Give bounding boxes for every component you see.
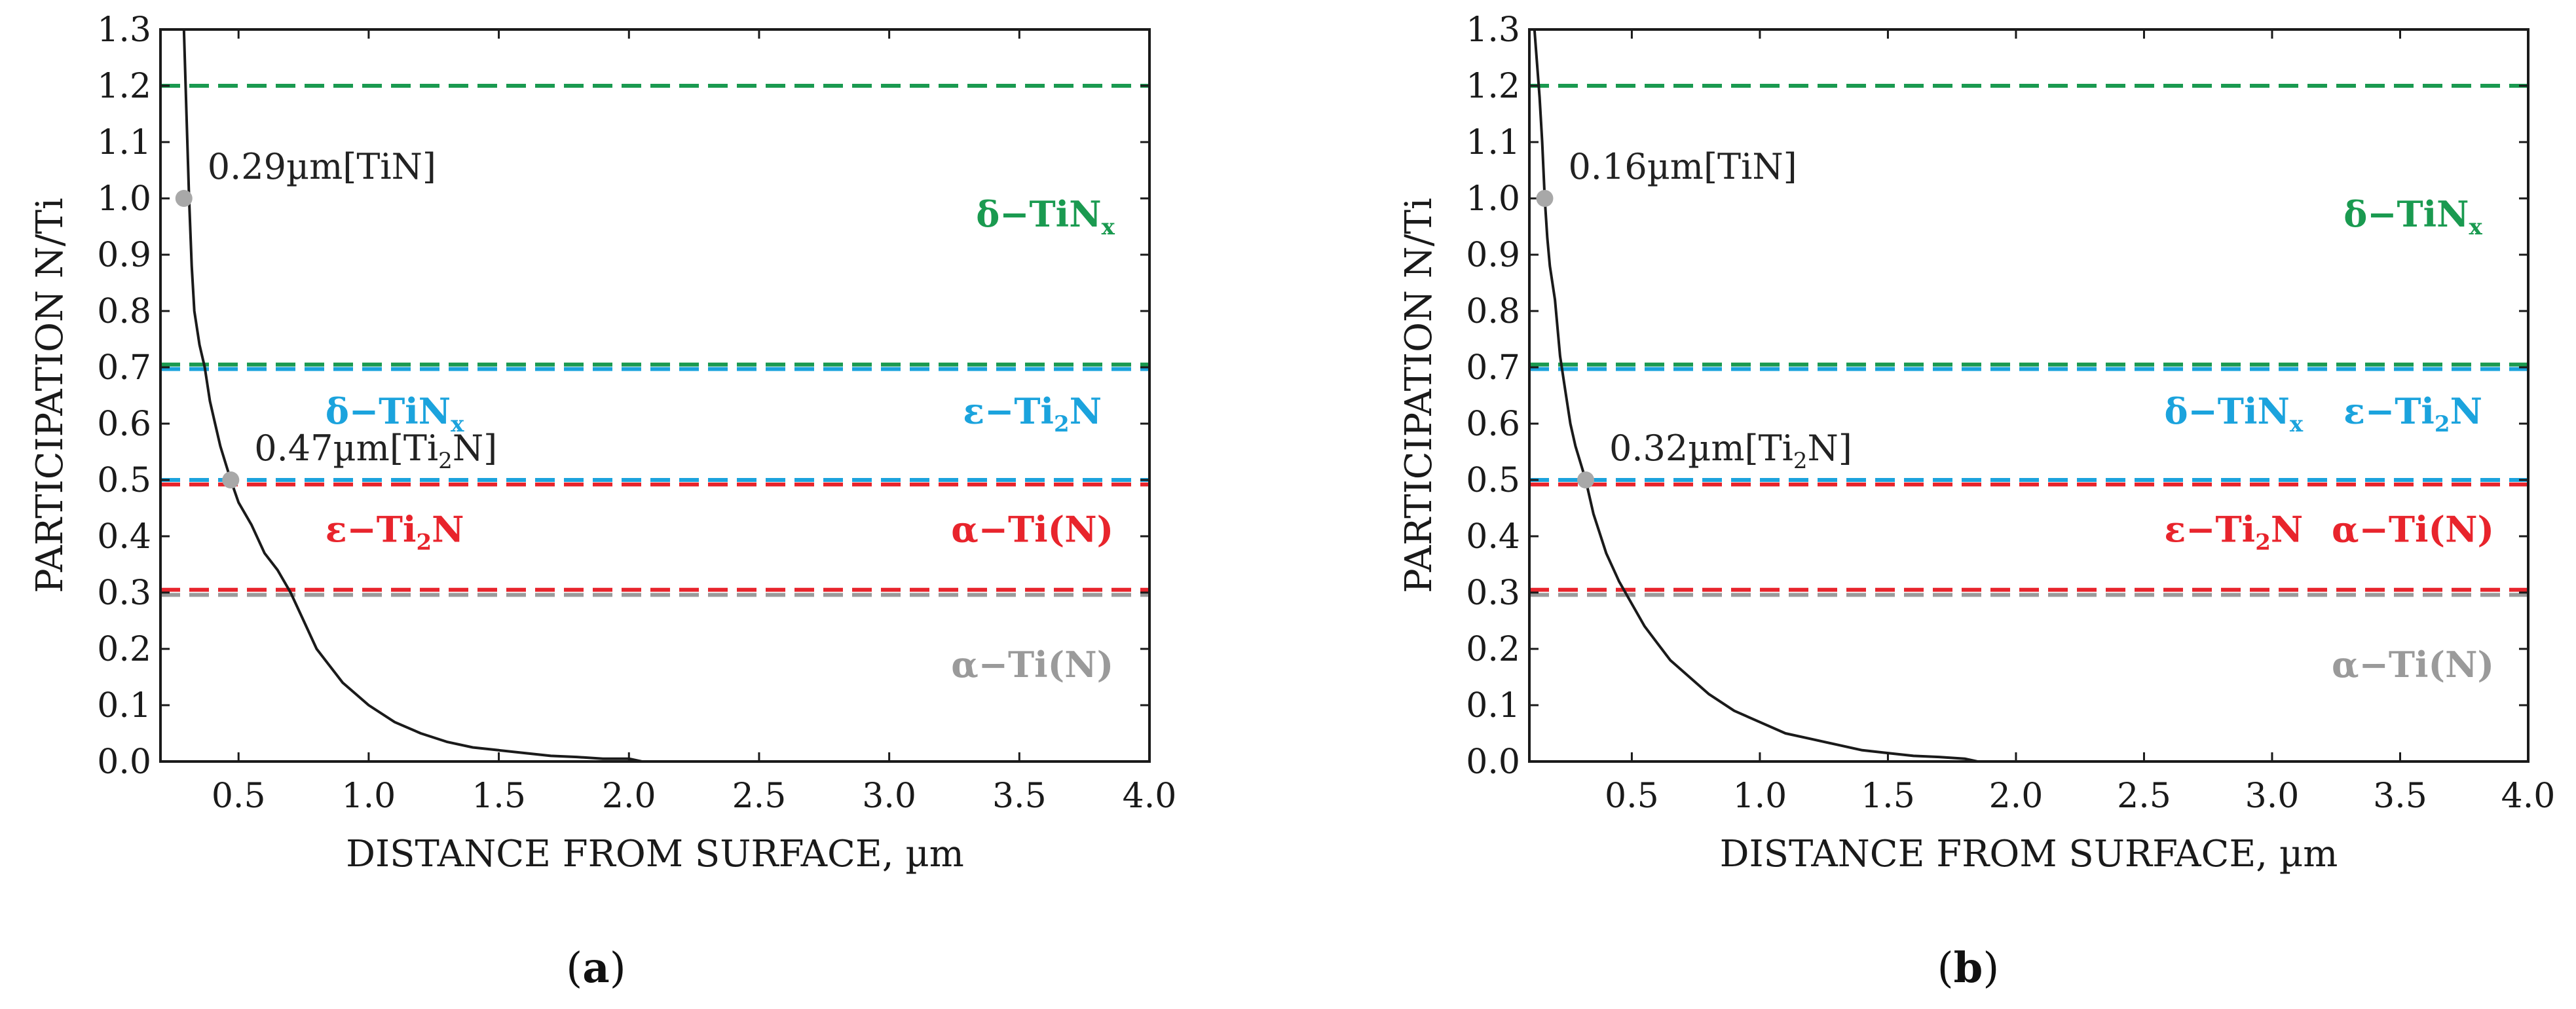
x-tick-label: 1.5 [1861, 777, 1915, 816]
profile-line [182, 29, 643, 763]
x-tick-label: 2.5 [2117, 777, 2171, 816]
y-tick-label: 1.3 [97, 10, 151, 50]
threshold-marker [1577, 471, 1595, 488]
phase-label-cyan: ε−Ti2N [963, 390, 1102, 437]
x-axis-label: DISTANCE FROM SURFACE, µm [346, 833, 964, 875]
y-tick-label: 0.7 [97, 348, 151, 388]
x-tick-label: 3.5 [992, 777, 1047, 816]
x-tick-label: 3.5 [2373, 777, 2427, 816]
threshold-marker [1536, 190, 1554, 207]
y-tick-label: 0.6 [97, 405, 151, 444]
y-tick-label: 0.0 [97, 743, 151, 782]
x-tick-label: 2.5 [732, 777, 787, 816]
y-tick-label: 0.0 [1466, 743, 1520, 782]
phase-label-cyan: ε−Ti2N [2343, 390, 2482, 437]
y-tick-label: 1.2 [1466, 67, 1520, 106]
x-tick-label: 0.5 [1605, 777, 1659, 816]
y-tick-label: 0.3 [97, 574, 151, 613]
plot-frame [159, 28, 1151, 763]
y-tick-label: 0.5 [1466, 461, 1520, 500]
phase-label-gray: α−Ti(N) [2332, 644, 2494, 686]
y-tick-label: 1.0 [1466, 179, 1520, 219]
y-tick-label: 1.0 [97, 179, 151, 219]
y-tick-label: 0.3 [1466, 574, 1520, 613]
threshold-marker [175, 190, 193, 207]
y-tick-label: 1.1 [1466, 123, 1520, 162]
x-tick-label: 1.0 [1733, 777, 1787, 816]
panel-b: 0.0 0.1 0.2 0.3 0.4 0.5 0.6 0.7 0.8 0.9 1.0 1.1 1.2 1… [1398, 10, 2555, 993]
phase-label-green: δ−TiNx [2343, 193, 2482, 240]
profile-line [1533, 29, 1978, 763]
y-tick-label: 1.1 [97, 123, 151, 162]
x-tick-label: 2.0 [1989, 777, 2044, 816]
threshold-marker [222, 471, 240, 488]
y-tick-label: 1.3 [1466, 10, 1520, 50]
y-tick-label: 1.2 [97, 67, 151, 106]
panel-a: 0.0 0.1 0.2 0.3 0.4 0.5 0.6 0.7 0.8 0.9 1.0 1.1 1.2 1… [29, 10, 1176, 993]
x-tick-label: 3.0 [2245, 777, 2300, 816]
x-tick-label: 1.5 [472, 777, 526, 816]
phase-label-green: δ−TiNx [976, 193, 1115, 240]
y-tick-label: 0.4 [1466, 517, 1520, 557]
phase-label-red: ε−Ti2N [326, 509, 464, 556]
panel-label: (b) [1937, 944, 2000, 993]
phase-label-red: ε−Ti2N [2164, 509, 2303, 556]
threshold-annotation: 0.29µm[TiN] [208, 146, 436, 187]
y-tick-label: 0.8 [1466, 292, 1520, 331]
x-tick-label: 4.0 [1123, 777, 1177, 816]
y-tick-label: 0.1 [1466, 686, 1520, 725]
phase-label-red: α−Ti(N) [2332, 509, 2494, 551]
x-tick-label: 1.0 [342, 777, 396, 816]
threshold-annotation: 0.47µm[Ti2N] [254, 428, 497, 474]
x-tick-label: 3.0 [862, 777, 916, 816]
y-tick-label: 0.9 [97, 236, 151, 275]
phase-label-gray: α−Ti(N) [951, 644, 1113, 686]
threshold-annotation: 0.16µm[TiN] [1568, 146, 1797, 187]
y-tick-label: 0.2 [97, 630, 151, 669]
y-tick-label: 0.9 [1466, 236, 1520, 275]
threshold-annotation: 0.32µm[Ti2N] [1609, 428, 1852, 474]
x-tick-label: 4.0 [2501, 777, 2556, 816]
x-axis-label: DISTANCE FROM SURFACE, µm [1720, 833, 2338, 875]
phase-label-cyan: δ−TiNx [326, 390, 464, 437]
y-tick-label: 0.2 [1466, 630, 1520, 669]
y-tick-label: 0.8 [97, 292, 151, 331]
y-tick-label: 0.4 [97, 517, 151, 557]
y-axis-label: PARTICIPATION N/Ti [29, 198, 71, 593]
x-tick-label: 0.5 [212, 777, 266, 816]
y-tick-label: 0.7 [1466, 348, 1520, 388]
phase-label-red: α−Ti(N) [951, 509, 1113, 551]
y-axis-label: PARTICIPATION N/Ti [1398, 198, 1440, 593]
y-tick-label: 0.1 [97, 686, 151, 725]
y-tick-label: 0.6 [1466, 405, 1520, 444]
y-tick-label: 0.5 [97, 461, 151, 500]
panel-label: (a) [566, 944, 625, 993]
x-tick-label: 2.0 [602, 777, 656, 816]
phase-label-cyan: δ−TiNx [2165, 390, 2304, 437]
plot-frame [1528, 28, 2529, 763]
